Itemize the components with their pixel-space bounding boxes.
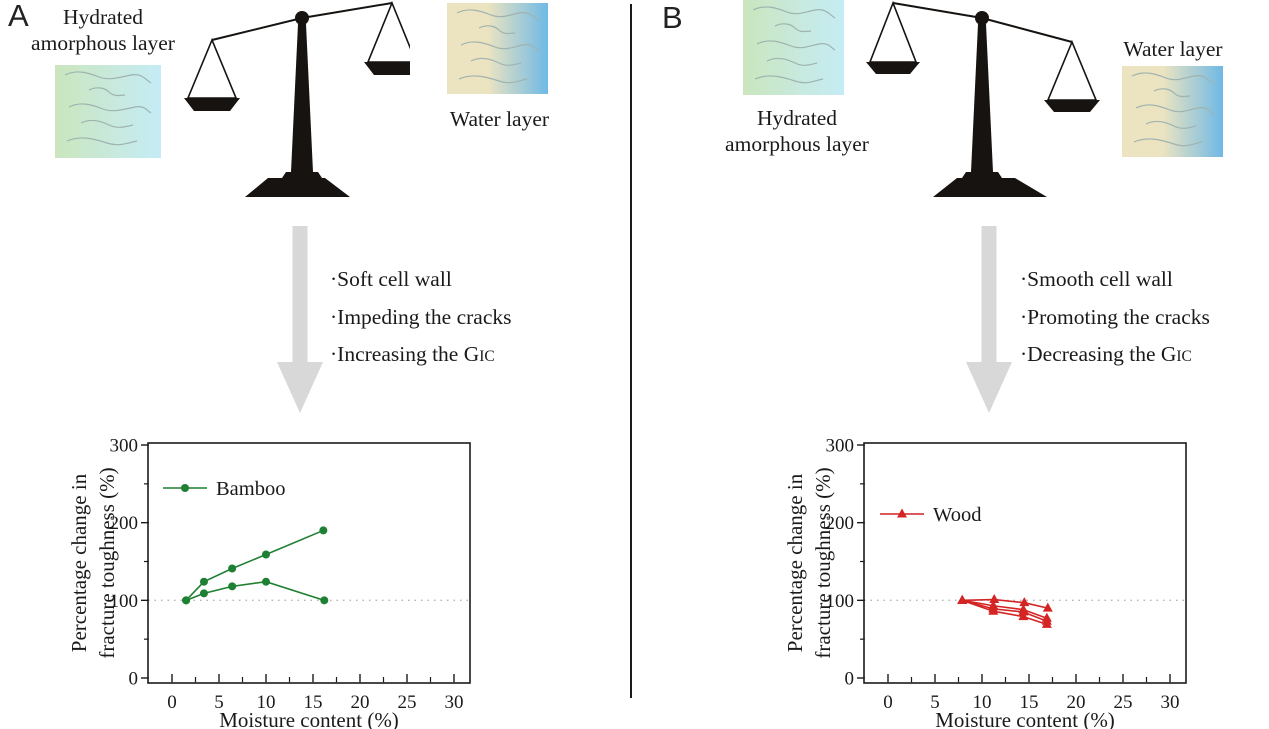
- polymer-squiggles: [752, 6, 836, 84]
- svg-text:Moisture content (%): Moisture content (%): [219, 708, 399, 729]
- water-layer-caption-a: Water layer: [449, 107, 550, 131]
- svg-text:Percentage change in: Percentage change in: [67, 473, 91, 652]
- balance-scale-b: [866, 0, 1100, 197]
- hydrated-layer-caption-a: Hydrated amorphous layer: [31, 5, 175, 55]
- svg-text:25: 25: [1114, 692, 1133, 713]
- svg-text:Moisture content (%): Moisture content (%): [935, 708, 1115, 729]
- svg-text:30: 30: [1161, 692, 1180, 713]
- polymer-squiggles: [456, 9, 540, 84]
- bullet-list-a: ·Soft cell wall ·Impeding the cracks ·In…: [330, 262, 511, 375]
- hydrated-amorphous-swatch-b: [743, 0, 844, 95]
- svg-text:20: 20: [351, 692, 370, 713]
- hydrated-amorphous-swatch-a: [55, 65, 161, 158]
- hydrated-layer-caption-b: Hydrated amorphous layer: [725, 106, 869, 156]
- svg-text:15: 15: [304, 692, 323, 713]
- svg-text:0: 0: [883, 692, 893, 713]
- svg-text:200: 200: [826, 513, 855, 534]
- svg-text:5: 5: [930, 692, 940, 713]
- svg-text:20: 20: [1067, 692, 1086, 713]
- panel-a-label: A: [8, 0, 29, 33]
- water-layer-swatch-b: [1122, 66, 1223, 157]
- svg-text:0: 0: [167, 692, 177, 713]
- bullet-item: ·Promoting the cracks: [1020, 304, 1210, 329]
- bullet-list-b: ·Smooth cell wall ·Promoting the cracks …: [1020, 262, 1210, 375]
- svg-text:30: 30: [445, 692, 464, 713]
- svg-text:Percentage change in: Percentage change in: [783, 473, 807, 652]
- svg-text:25: 25: [398, 692, 417, 713]
- svg-text:0: 0: [845, 669, 855, 690]
- bullet-item: ·Impeding the cracks: [330, 304, 512, 329]
- polymer-squiggles: [64, 71, 152, 146]
- panel-b-label: B: [662, 0, 683, 35]
- panel-divider: [630, 4, 632, 698]
- svg-text:10: 10: [973, 692, 992, 713]
- bullet-item: ·Soft cell wall: [330, 267, 452, 291]
- down-arrow-icon-a: [277, 226, 323, 413]
- water-layer-caption-b: Water layer: [1123, 37, 1223, 61]
- balance-scale-a: [184, 0, 410, 197]
- svg-text:100: 100: [110, 591, 139, 612]
- svg-text:Bamboo: Bamboo: [216, 478, 285, 500]
- svg-text:300: 300: [110, 436, 139, 457]
- svg-text:5: 5: [214, 692, 224, 713]
- svg-text:Wood: Wood: [933, 504, 981, 526]
- svg-text:15: 15: [1020, 692, 1039, 713]
- svg-text:10: 10: [257, 692, 276, 713]
- polymer-squiggles: [1131, 72, 1215, 147]
- bullet-item: ·Increasing the GIC: [330, 342, 495, 366]
- svg-text:300: 300: [826, 436, 855, 457]
- svg-text:0: 0: [129, 669, 139, 690]
- down-arrow-icon-b: [966, 226, 1012, 413]
- svg-text:200: 200: [110, 513, 139, 534]
- bullet-item: ·Smooth cell wall: [1020, 267, 1173, 291]
- bullet-item: ·Decreasing the GIC: [1020, 342, 1192, 366]
- svg-text:fracture toughness (%): fracture toughness (%): [811, 467, 835, 658]
- water-layer-swatch-a: [447, 3, 548, 94]
- svg-text:100: 100: [826, 591, 855, 612]
- svg-text:fracture toughness (%): fracture toughness (%): [95, 467, 119, 658]
